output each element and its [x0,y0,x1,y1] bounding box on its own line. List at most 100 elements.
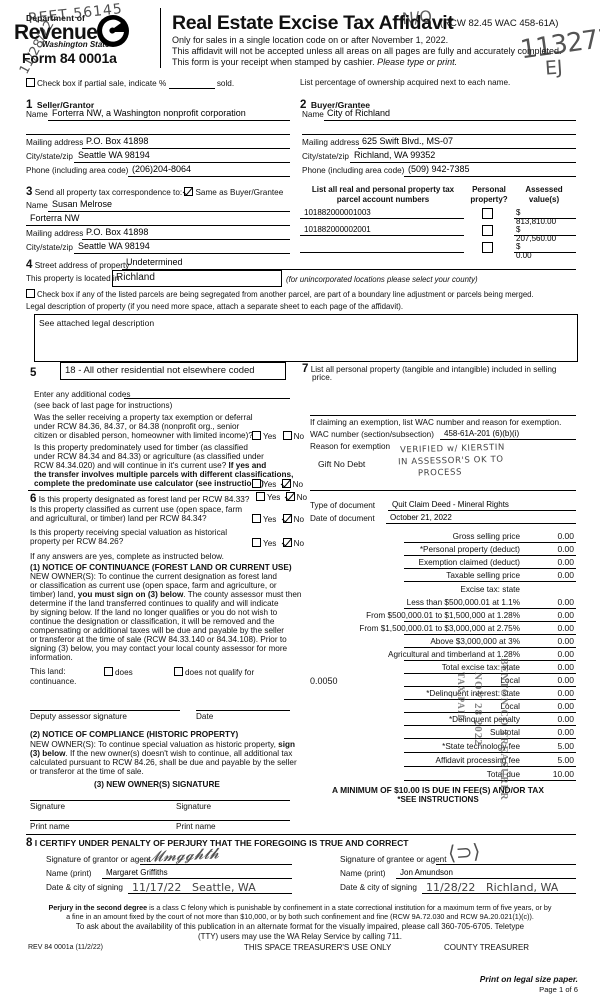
use-code-value: 18 - All other residential not elsewhere… [65,365,255,376]
additional-codes-note: (see back of last page for instructions) [34,401,173,410]
property-located-box[interactable]: Richland [112,270,282,287]
new-owner-sig2-rule[interactable] [176,800,290,801]
grantor-name-label: Name (print) [46,869,92,878]
seller-mailing-label: Mailing address [26,138,84,147]
grantee-date-rule[interactable] [422,893,576,894]
segregated-row[interactable]: Check box if any of the listed parcels a… [26,289,534,299]
does-qualify-checkbox[interactable] [104,667,113,676]
tax-line-rule [404,581,576,582]
forest-q1-yes-checkbox[interactable] [256,492,265,501]
historic-yes-checkbox[interactable] [252,538,261,547]
tax-line-label: From $1,500,000.01 to $3,000,000 at 2.75… [359,624,520,633]
notice1-l5: by signing below. If the land no longer … [30,608,278,617]
treasurer-stamp-line1: BENTON CO TREASURER [498,658,509,801]
seller-citystatezip-label: City/state/zip [26,152,73,161]
segregated-checkbox[interactable] [26,289,35,298]
correspondence-section[interactable]: 3 Send all property tax correspondence t… [26,186,283,198]
new-owner-print2-rule[interactable] [176,820,290,821]
deputy-signature-rule[interactable] [30,710,180,711]
dept-label: Department of [26,13,85,23]
treasurer-stamp-line2: NOV 28 2022 [472,672,484,746]
seller-exemption-yes-label: Yes [263,432,277,441]
partial-sale-row[interactable]: Check box if partial sale, indicate % so… [26,78,234,89]
notice2-l1b: sign [278,740,295,749]
tax-line-label: Excise tax: state [460,585,520,594]
tax-line-label: Less than $500,000.01 at 1.1% [406,598,520,607]
legal-description-box[interactable]: See attached legal description [34,314,578,362]
wac-number-rule[interactable] [440,439,576,440]
currentuse-no-checkbox[interactable] [282,514,292,523]
seller-exemption-yes-checkbox[interactable] [252,431,261,440]
deputy-date-rule[interactable] [196,710,290,711]
grantor-name-rule[interactable] [102,878,292,879]
use-code-section-number: 5 [30,367,37,379]
does-not-qualify-option[interactable]: does not qualify for [174,667,254,677]
correspondence-citystatezip-rule [74,253,290,254]
forest-q1-label: Is this property designated as forest la… [38,495,250,504]
seller-mailing-rule [82,148,290,149]
buyer-mailing-label: Mailing address [302,138,360,147]
buyer-section-number: 2 [300,99,307,111]
use-code-box[interactable]: 18 - All other residential not elsewhere… [60,362,286,380]
seller-exemption-answers[interactable]: Yes No [252,431,304,441]
title-rcw-citation: (RCW 82.45 WAC 458-61A) [440,18,559,29]
buyer-phone-label: Phone (including area code) [302,166,405,175]
perjury-notice: Perjury in the second degree is a class … [10,903,590,921]
parcel-account-rule [300,235,464,236]
partial-sale-checkbox[interactable] [26,78,35,87]
personal-property-checkbox[interactable] [482,242,493,253]
timber-yes-checkbox[interactable] [252,479,261,488]
forest-q1-answers[interactable]: Yes No [256,492,307,502]
tax-line-label: *Personal property (deduct) [419,545,520,554]
currentuse-answers[interactable]: Yes No [252,514,304,524]
tax-line-label: Above $3,000,000 at 3% [430,637,520,646]
buyer-name-rule [324,120,576,121]
tax-line-label: From $500,000.01 to $1,500,000 at 1.28% [366,611,520,620]
local-rate-value: 0.0050 [310,676,338,686]
grantee-date-label: Date & city of signing [340,883,417,892]
parcel-col2-header-line2: property? [470,195,508,204]
grantee-signature-rule[interactable] [436,864,576,865]
historic-answers[interactable]: Yes No [252,538,304,548]
does-qualify-option[interactable]: does [104,667,133,677]
grantor-date-rule[interactable] [128,893,292,894]
forest-q1-no-checkbox[interactable] [285,492,295,501]
does-not-qualify-checkbox[interactable] [174,667,183,676]
timber-answers[interactable]: Yes No [252,479,303,489]
additional-codes-label: Enter any additional codes [34,390,131,399]
tax-line-value: 0.00 [557,662,574,672]
tax-line-label: Agricultural and timberland at 1.28% [388,650,520,659]
seller-exemption-no-checkbox[interactable] [282,431,292,440]
personal-property-checkbox[interactable] [482,225,493,236]
timber-no-checkbox[interactable] [281,479,291,488]
new-owner-sig1-rule[interactable] [30,800,178,801]
treasurer-space-label: THIS SPACE TREASURER'S USE ONLY [244,943,392,952]
property-section: 4 Street address of property [26,259,129,271]
seller-exemption-q-l3: citizen or disabled person, homeowner wi… [34,431,253,440]
notice2-l3: calculated pursuant to RCW 84.26, shall … [30,758,297,767]
document-date-label: Date of document [310,514,375,523]
seller-name-value: Forterra NW, a Washington nonprofit corp… [52,108,246,118]
see-instructions-notice: *SEE INSTRUCTIONS [397,795,479,804]
header-subline-3a: This form is your receipt when stamped b… [172,57,378,67]
additional-codes-rule[interactable] [124,398,290,399]
document-type-rule[interactable] [388,510,576,511]
form-number: Form 84 0001a [22,50,117,66]
perjury-bold: Perjury in the second degree [48,903,148,912]
document-date-rule[interactable] [386,523,576,524]
grantor-signature-rule[interactable] [140,864,292,865]
tax-line-label: Total excise tax: state [441,663,520,672]
historic-no-checkbox[interactable] [282,538,292,547]
property-located-label: This property is located in [26,274,120,283]
correspondence-citystatezip-value: Seattle WA 98194 [78,241,150,251]
currentuse-yes-checkbox[interactable] [252,514,261,523]
ownership-note: List percentage of ownership acquired ne… [300,78,511,87]
tax-line-label: Local [500,676,520,685]
tax-line-rule [404,725,576,726]
exemption-intro: If claiming an exemption, list WAC numbe… [310,418,562,427]
personal-property-checkbox[interactable] [482,208,493,219]
new-owner-print1-rule[interactable] [30,820,178,821]
grantee-name-rule[interactable] [396,878,576,879]
same-as-buyer-checkbox[interactable] [184,187,194,196]
grantee-city-value: Richland, WA [486,881,559,894]
